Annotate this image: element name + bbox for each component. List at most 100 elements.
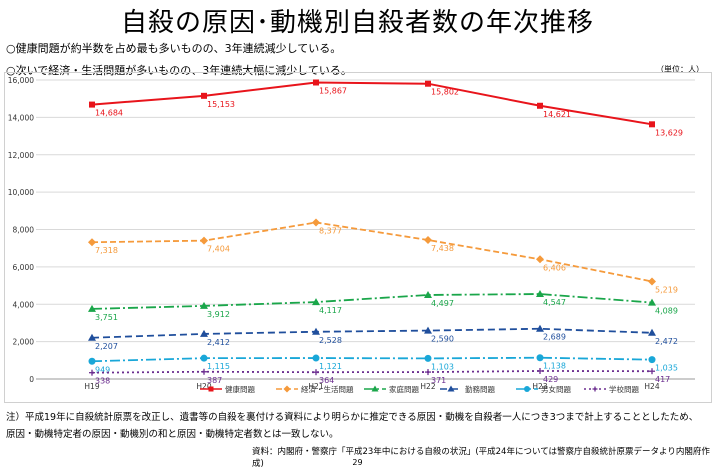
legend-marker [371, 385, 379, 392]
y-tick-label: 16,000 [8, 76, 34, 85]
data-point [89, 369, 95, 376]
data-label: 3,912 [207, 310, 230, 319]
y-tick-label: 4,000 [13, 300, 35, 309]
y-tick-label: 6,000 [13, 263, 35, 272]
data-point [537, 102, 543, 109]
series-line [91, 81, 653, 126]
summary-bullet-1: ○健康問題が約半数を占め最も多いものの、3年連続減少している。 [6, 42, 342, 55]
data-point [201, 92, 207, 99]
series-line [91, 327, 653, 339]
summary-bullet-2: ○次いで経済・生活問題が多いものの、3年連続大幅に減少している。 [6, 64, 352, 77]
data-point [312, 218, 320, 227]
data-point [648, 356, 656, 364]
data-point [536, 290, 544, 298]
data-label: 1,103 [431, 362, 454, 371]
data-point [200, 236, 208, 245]
data-point [88, 357, 96, 365]
data-point [648, 328, 656, 336]
data-label: 2,412 [207, 338, 230, 347]
x-tick-label: H21 [308, 382, 323, 391]
data-point [648, 277, 656, 286]
data-label: 4,547 [543, 298, 566, 307]
data-point [648, 298, 656, 306]
data-label: 338 [95, 377, 110, 386]
data-label: 2,590 [431, 335, 454, 344]
series-line [91, 293, 653, 310]
data-point [536, 354, 544, 362]
y-tick-label: 2,000 [13, 338, 35, 347]
x-tick-label: H23 [532, 382, 547, 391]
data-label: 364 [319, 376, 334, 385]
data-point [536, 255, 544, 264]
page-title: 自殺の原因･動機別自殺者数の年次推移 [120, 8, 594, 38]
data-point [313, 79, 319, 86]
data-point [88, 238, 96, 247]
data-point [312, 354, 320, 362]
data-point [424, 326, 432, 334]
data-label: 7,404 [207, 245, 230, 254]
data-label: 14,621 [543, 110, 571, 119]
x-tick-label: H20 [196, 382, 211, 391]
data-label: 1,035 [655, 364, 678, 373]
data-point [424, 236, 432, 245]
data-point [536, 324, 544, 332]
data-label: 2,472 [655, 337, 678, 346]
data-point [425, 80, 431, 87]
data-label: 4,089 [655, 307, 678, 316]
legend-marker [524, 386, 530, 392]
footnote-line-1: 注）平成19年に自殺統計原票を改正し、遺書等の自殺を裏付ける資料により明らかに推… [6, 412, 699, 423]
x-tick-label: H22 [420, 382, 435, 391]
data-label: 6,406 [543, 263, 566, 272]
chart-frame [4, 72, 712, 403]
data-label: 1,121 [319, 362, 342, 371]
data-label: 949 [95, 365, 110, 374]
series-line [91, 221, 653, 283]
data-point [424, 290, 432, 298]
data-point [200, 329, 208, 337]
data-point [89, 101, 95, 108]
series-line [91, 356, 653, 363]
y-tick-label: 0 [29, 375, 34, 384]
page-number: 29 [352, 458, 363, 467]
x-tick-label: H24 [644, 382, 659, 391]
legend-marker [283, 385, 291, 393]
data-label: 2,528 [319, 336, 342, 345]
data-label: 2,207 [95, 342, 118, 351]
data-point [649, 121, 655, 128]
y-tick-label: 12,000 [8, 151, 34, 160]
y-tick-label: 10,000 [8, 188, 34, 197]
x-tick-label: H19 [84, 382, 99, 391]
data-label: 15,867 [319, 86, 347, 95]
data-point [424, 354, 432, 362]
data-point [537, 367, 543, 374]
data-label: 4,497 [431, 299, 454, 308]
data-point [649, 368, 655, 375]
data-label: 3,751 [95, 313, 118, 322]
data-point [312, 327, 320, 335]
data-label: 14,684 [95, 109, 123, 118]
data-point [312, 298, 320, 306]
data-label: 8,377 [319, 226, 342, 235]
data-label: 417 [655, 375, 670, 384]
data-label: 2,689 [543, 333, 566, 342]
data-label: 7,318 [95, 246, 118, 255]
legend-label: 学校問題 [609, 384, 639, 394]
data-label: 15,802 [431, 88, 459, 97]
legend-label: 家庭問題 [389, 384, 419, 394]
data-label: 1,138 [543, 362, 566, 371]
data-label: 4,117 [319, 306, 342, 315]
legend-label: 経済・生活問題 [301, 384, 354, 394]
footnote-line-2: 原因・動機特定者の原因・動機別の和と原因・動機特定者数とは一致しない。 [6, 429, 339, 440]
data-point [200, 354, 208, 362]
data-label: 1,115 [207, 362, 230, 371]
data-label: 371 [431, 376, 446, 385]
legend-label: 男女問題 [541, 384, 571, 394]
unit-label: （単位：人） [656, 65, 704, 74]
legend-marker [208, 386, 214, 392]
data-point [425, 369, 431, 376]
source-note: 資料：内閣府・警察庁「平成23年中における自殺の状況」(平成24年については警察… [252, 447, 710, 469]
data-point [88, 333, 96, 341]
data-point [201, 368, 207, 375]
legend-marker [592, 386, 598, 392]
data-label: 13,629 [655, 128, 683, 137]
